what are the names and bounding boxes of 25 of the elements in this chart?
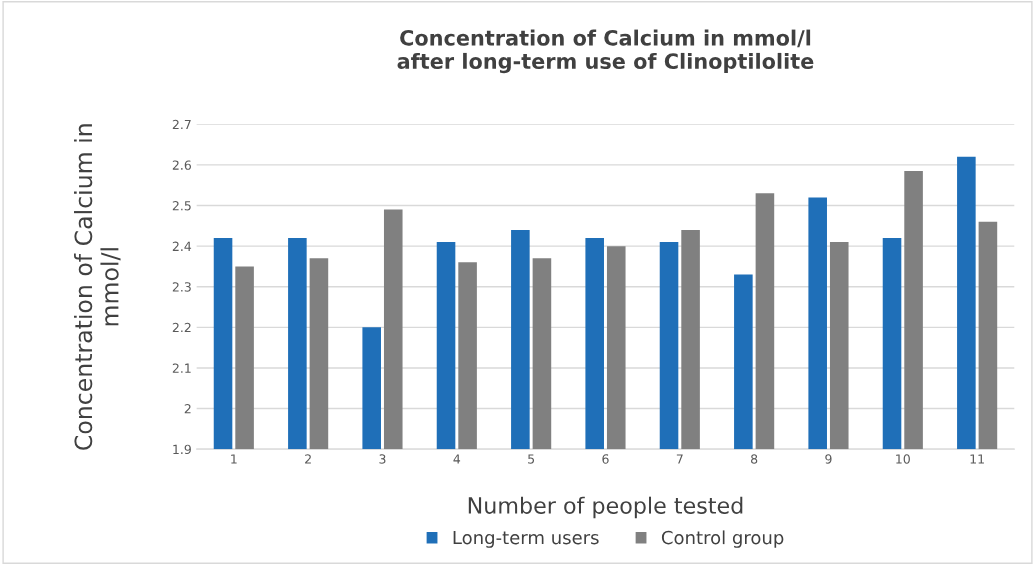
y-tick-label: 2.6: [172, 160, 191, 170]
x-tick-label: 3: [379, 454, 386, 464]
x-tick-label: 8: [751, 454, 758, 464]
x-tick-label: 1: [231, 454, 237, 464]
x-tick-label: 10: [896, 454, 910, 464]
y-tick-label: 2.7: [172, 119, 191, 130]
x-tick-label: 7: [676, 454, 683, 464]
x-tick-label: 9: [825, 454, 832, 464]
y-tick-label: 2.4: [172, 241, 192, 251]
x-tick-label: 2: [305, 454, 311, 464]
legend-label: Long-term users: [453, 530, 599, 548]
x-tick-label: 5: [528, 454, 535, 464]
x-tick-label: 11: [970, 454, 984, 464]
x-axis-title: Number of people tested: [468, 496, 743, 519]
chart-title: Concentration of Calcium in mmol/l after long-term use of Clinoptilolite: [397, 29, 814, 74]
y-tick-label: 1.9: [173, 444, 191, 455]
y-tick-label: 2.2: [172, 322, 191, 333]
x-tick-label: 4: [453, 454, 461, 464]
y-tick-label: 2.1: [172, 363, 191, 373]
y-tick-label: 2.3: [172, 282, 191, 292]
y-axis-title: Concentration of Calcium in mmol/l: [74, 124, 121, 450]
legend-label: Control group: [661, 530, 784, 548]
y-tick-label: 2.5: [172, 200, 191, 211]
y-tick-label: 2: [184, 404, 191, 414]
x-tick-label: 6: [602, 454, 609, 464]
